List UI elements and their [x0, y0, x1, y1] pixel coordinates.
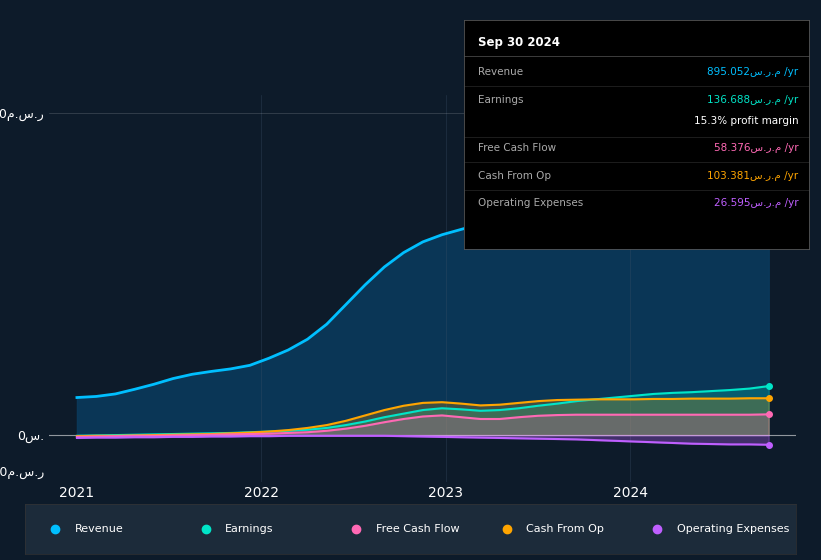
Text: 15.3% profit margin: 15.3% profit margin — [694, 115, 798, 125]
Text: 103.381س.ر.م /yr: 103.381س.ر.م /yr — [707, 171, 798, 181]
Text: 136.688س.ر.م /yr: 136.688س.ر.م /yr — [707, 95, 798, 105]
Text: 26.595س.ر.م /yr: 26.595س.ر.م /yr — [713, 198, 798, 208]
Text: Operating Expenses: Operating Expenses — [478, 198, 583, 208]
Text: Cash From Op: Cash From Op — [526, 524, 604, 534]
Text: Free Cash Flow: Free Cash Flow — [478, 143, 556, 153]
Text: Cash From Op: Cash From Op — [478, 171, 551, 181]
Text: Earnings: Earnings — [225, 524, 273, 534]
Text: Sep 30 2024: Sep 30 2024 — [478, 36, 560, 49]
Text: Earnings: Earnings — [478, 95, 523, 105]
Text: Operating Expenses: Operating Expenses — [677, 524, 789, 534]
Text: Revenue: Revenue — [478, 67, 523, 77]
Text: Free Cash Flow: Free Cash Flow — [376, 524, 460, 534]
Text: 58.376س.ر.م /yr: 58.376س.ر.م /yr — [713, 143, 798, 153]
Text: Revenue: Revenue — [75, 524, 123, 534]
Text: 895.052س.ر.م /yr: 895.052س.ر.م /yr — [707, 67, 798, 77]
